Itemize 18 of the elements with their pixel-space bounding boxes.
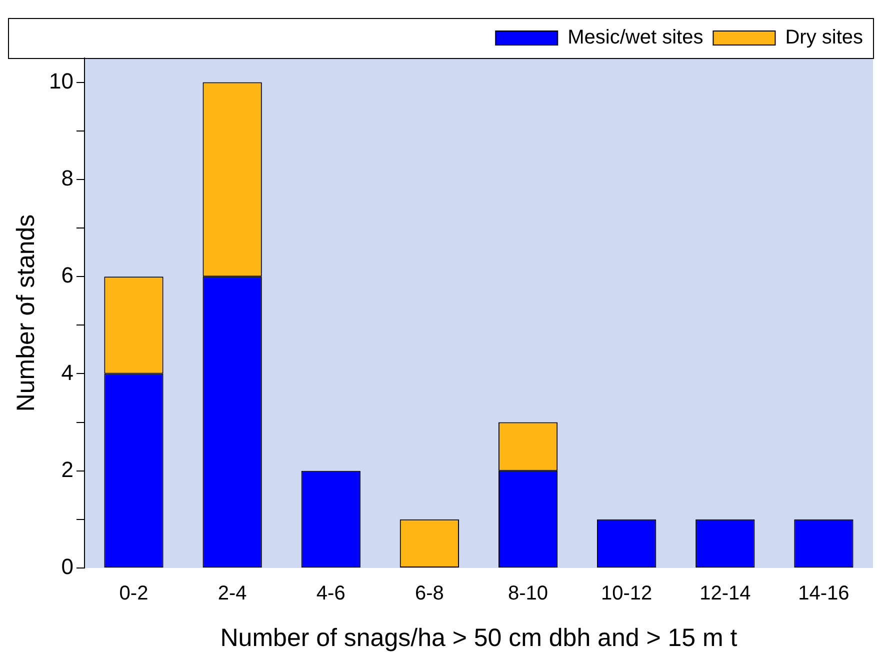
y-tick-label: 6 [61, 262, 74, 288]
x-tick-label: 2-4 [218, 582, 247, 605]
x-tick-label: 6-8 [415, 582, 444, 605]
x-tick-label: 0-2 [119, 582, 148, 605]
y-tick-label: 2 [61, 456, 74, 482]
x-tick-label: 12-14 [700, 582, 751, 605]
x-tick-label: 10-12 [601, 582, 652, 605]
legend-label: Dry sites [785, 26, 864, 49]
y-tick-label: 8 [61, 165, 74, 190]
x-tick-label: 14-16 [798, 582, 850, 605]
y-axis-title: Number of stands [12, 214, 40, 412]
y-tick-label: 10 [48, 68, 74, 94]
legend-label: Mesic/wet sites [568, 26, 704, 49]
x-tick-label: 4-6 [316, 582, 346, 605]
x-axis-title: Number of snags/ha > 50 cm dbh and > 15 m t [220, 624, 738, 652]
y-tick-label: 0 [61, 554, 74, 580]
x-tick-label: 8-10 [508, 582, 548, 605]
y-tick-label: 4 [61, 360, 74, 385]
